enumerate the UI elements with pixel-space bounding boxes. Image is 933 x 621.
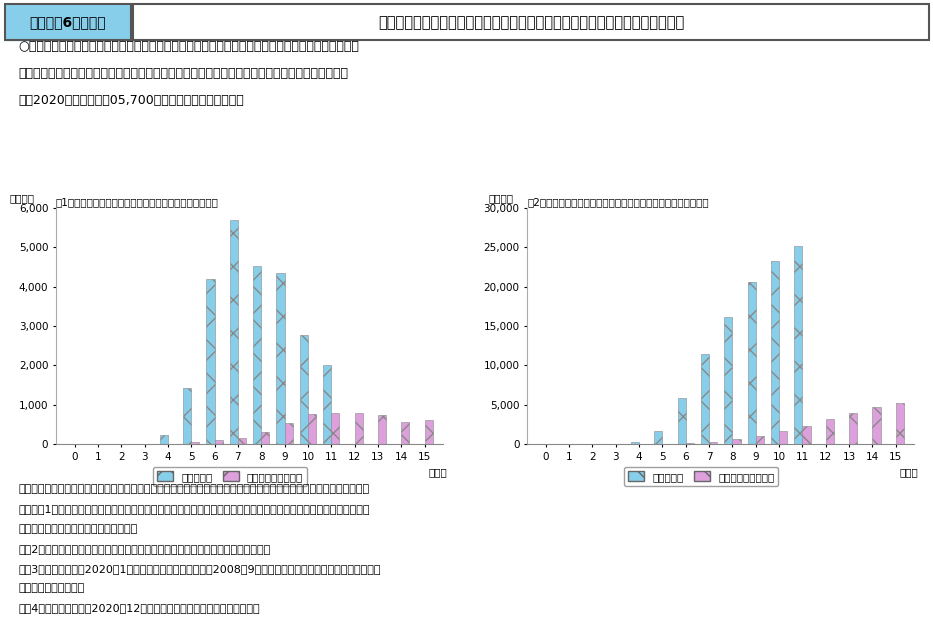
- Text: リーマンショック期と感染拡大期の雇用調整助成金等支給決定額の推移の比較: リーマンショック期と感染拡大期の雇用調整助成金等支給決定額の推移の比較: [378, 15, 685, 30]
- Bar: [802, 425, 811, 444]
- Bar: [160, 435, 168, 444]
- Bar: [230, 220, 238, 444]
- Legend: 感染拡大期, リーマンショック期: 感染拡大期, リーマンショック期: [624, 467, 778, 486]
- Bar: [724, 317, 732, 444]
- Bar: [849, 412, 857, 444]
- Bar: [308, 414, 316, 444]
- Bar: [276, 273, 285, 444]
- Text: （億円）: （億円）: [9, 193, 35, 203]
- Bar: [378, 415, 386, 444]
- Bar: [631, 442, 639, 444]
- Text: している。: している。: [19, 584, 85, 594]
- Bar: [732, 440, 741, 444]
- Bar: [285, 423, 293, 444]
- Text: （2020年８月）に約05,700億円の支給決定を行った。: （2020年８月）に約05,700億円の支給決定を行った。: [19, 94, 244, 107]
- Text: に応じた調整を行っている。: に応じた調整を行っている。: [19, 524, 138, 534]
- Bar: [331, 412, 340, 444]
- Bar: [654, 432, 662, 444]
- Text: （1）雇用調整助成金等　経過月ごとの支給決定額の推移: （1）雇用調整助成金等 経過月ごとの支給決定額の推移: [56, 197, 219, 207]
- Bar: [686, 443, 694, 444]
- Text: 2）感染拡大期は支給決定額を、リーマンショック期は支給額を記載している。: 2）感染拡大期は支給決定額を、リーマンショック期は支給額を記載している。: [19, 544, 271, 554]
- Bar: [771, 261, 779, 444]
- Bar: [896, 403, 904, 444]
- Bar: [425, 420, 433, 444]
- Text: （月）: （月）: [428, 468, 447, 478]
- Legend: 感染拡大期, リーマンショック期: 感染拡大期, リーマンショック期: [153, 467, 307, 486]
- Bar: [253, 266, 261, 444]
- Text: 給決定額、支給決定額の増加ペースともに上回っており、感染拡大期には、ショック後７か月後: 給決定額、支給決定額の増加ペースともに上回っており、感染拡大期には、ショック後７…: [19, 67, 349, 80]
- Text: （2）雇用調整助成金等　経過月ごとの累積の支給決定額の推移: （2）雇用調整助成金等 経過月ごとの累積の支給決定額の推移: [527, 197, 709, 207]
- Bar: [206, 279, 215, 444]
- Text: ○　雇用調整助成金等の月別の支給決定額の推移をみると、リーマンショック期よりも月別の最大支: ○ 雇用調整助成金等の月別の支給決定額の推移をみると、リーマンショック期よりも月…: [19, 40, 359, 53]
- Bar: [238, 438, 246, 444]
- Bar: [677, 397, 686, 444]
- Text: （注）　1）感染拡大期の額は、雇用調整助成金及び緊急雇用安定助成金の合計額。厚生労働省資料掲載の週別データ: （注） 1）感染拡大期の額は、雇用調整助成金及び緊急雇用安定助成金の合計額。厚生…: [19, 504, 370, 514]
- Text: 4）感染拡大期は、2020年12月までの支給実績データを示している。: 4）感染拡大期は、2020年12月までの支給実績データを示している。: [19, 603, 260, 614]
- Bar: [779, 430, 787, 444]
- Bar: [261, 432, 270, 444]
- Text: 資料出所　厚生労働省公表の雇用調整助成金等の支給実績データをもとに厚生労働省政策統括官付政策統括室にて作成: 資料出所 厚生労働省公表の雇用調整助成金等の支給実績データをもとに厚生労働省政策…: [19, 484, 369, 494]
- Text: 第１－（6）－６図: 第１－（6）－６図: [29, 16, 106, 29]
- Text: （億円）: （億円）: [489, 193, 513, 203]
- Bar: [794, 246, 802, 444]
- Bar: [709, 442, 717, 444]
- Bar: [747, 282, 756, 444]
- Bar: [355, 414, 363, 444]
- Bar: [756, 436, 764, 444]
- Bar: [826, 419, 834, 444]
- Bar: [191, 442, 200, 444]
- Bar: [401, 422, 410, 444]
- Text: （月）: （月）: [899, 468, 918, 478]
- Bar: [183, 388, 191, 444]
- Bar: [701, 353, 709, 444]
- Bar: [872, 407, 881, 444]
- Text: 3）感染拡大期は2020年1月を、リーマンショック期は2008年9月をスタート時点とし、経過月ごとに比較: 3）感染拡大期は2020年1月を、リーマンショック期は2008年9月をスタート時…: [19, 564, 382, 574]
- Bar: [299, 335, 308, 444]
- Bar: [323, 365, 331, 444]
- Bar: [215, 440, 223, 444]
